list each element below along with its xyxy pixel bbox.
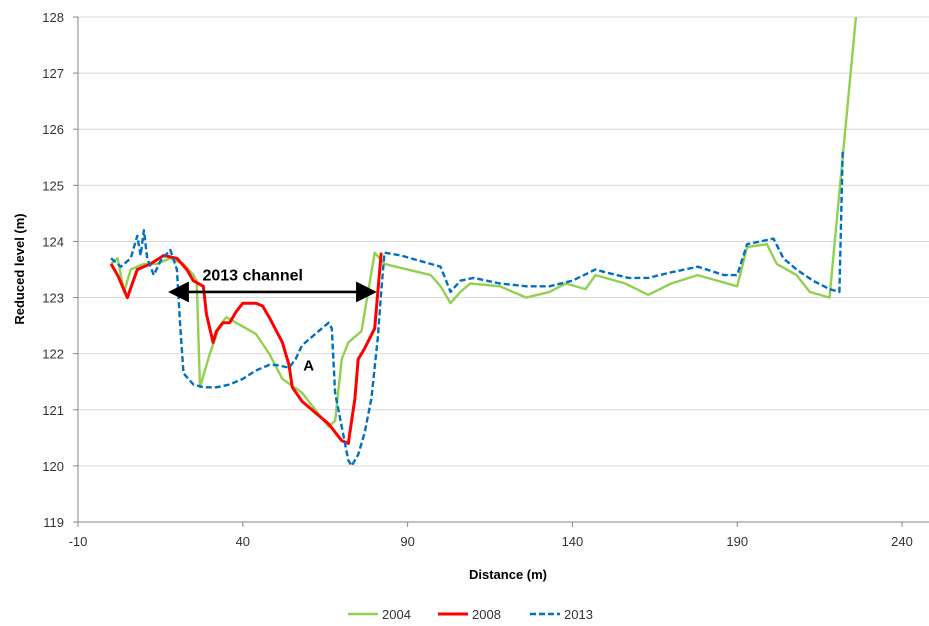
- gridlines: [78, 16, 929, 523]
- plot-area: 2013 channel A: [109, 16, 858, 468]
- legend-label-2004: 2004: [382, 607, 411, 622]
- y-tick-label: 125: [42, 178, 64, 193]
- legend: 2004 2008 2013: [348, 607, 593, 622]
- annotation-a: A: [303, 358, 314, 375]
- legend-label-2013: 2013: [564, 607, 593, 622]
- y-tick-label: 121: [42, 403, 64, 418]
- annotation-2013-channel: 2013 channel: [202, 268, 303, 285]
- series-lines: [109, 16, 858, 468]
- x-tick-label: 40: [236, 534, 250, 549]
- y-tick-label: 127: [42, 66, 64, 81]
- x-tick-label: 140: [562, 534, 584, 549]
- y-tick-label: 126: [42, 122, 64, 137]
- y-tick-label: 128: [42, 10, 64, 25]
- x-tick-label: -10: [69, 534, 88, 549]
- y-tick-label: 124: [42, 234, 64, 249]
- series-line-2013: [110, 151, 844, 468]
- series-line-2004: [110, 16, 858, 428]
- y-tick-label: 120: [42, 459, 64, 474]
- x-tick-label: 90: [400, 534, 414, 549]
- y-tick-label: 123: [42, 291, 64, 306]
- x-tick-labels: -10 40 90 140 190 240: [69, 534, 913, 549]
- axes: [73, 16, 929, 527]
- x-tick-label: 190: [726, 534, 748, 549]
- y-tick-label: 122: [42, 347, 64, 362]
- channel-annotation: 2013 channel A: [168, 268, 377, 375]
- y-tick-labels: 119 120 121 122 123 124 125 126 127 128: [42, 10, 64, 530]
- y-axis-title: Reduced level (m): [12, 213, 27, 324]
- y-tick-label: 119: [43, 515, 64, 530]
- x-axis-title: Distance (m): [469, 567, 547, 582]
- x-tick-label: 240: [891, 534, 913, 549]
- legend-label-2008: 2008: [472, 607, 501, 622]
